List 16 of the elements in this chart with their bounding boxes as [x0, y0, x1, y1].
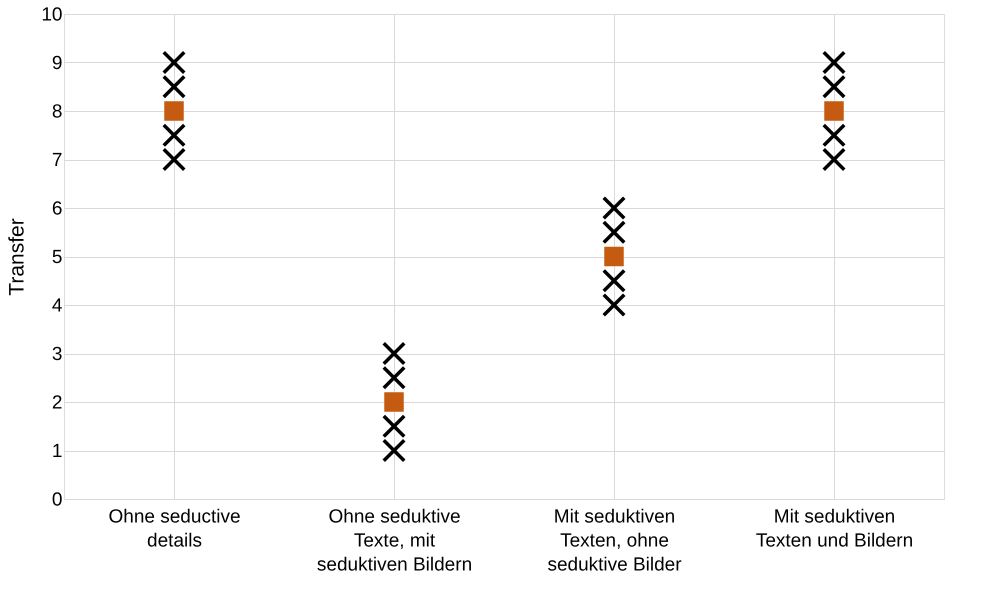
y-tick-label: 7 [52, 150, 62, 171]
y-axis-title: Transfer [5, 218, 28, 296]
y-tick-label: 6 [52, 198, 62, 220]
x-tick-label: Mit seduktiven Texten und Bildern [756, 506, 914, 552]
x-tick-label: Mit seduktiven Texten, ohne seduktive Bilder [547, 506, 682, 576]
y-tick-label: 10 [41, 4, 62, 26]
y-tick-label: 3 [52, 344, 62, 365]
x-tick-label: Ohne seduktive Texte, mit seduktiven Bildern [316, 506, 472, 576]
y-tick-label: 8 [52, 102, 62, 122]
y-tick-label: 1 [52, 441, 62, 462]
y-tick-label: 5 [52, 247, 62, 268]
x-tick-label: Ohne seductive details [108, 506, 241, 552]
y-tick-label: 2 [52, 392, 62, 414]
y-tick-label: 4 [52, 296, 63, 316]
y-tick-label: 9 [52, 53, 62, 74]
y-tick-label: 0 [52, 490, 62, 510]
